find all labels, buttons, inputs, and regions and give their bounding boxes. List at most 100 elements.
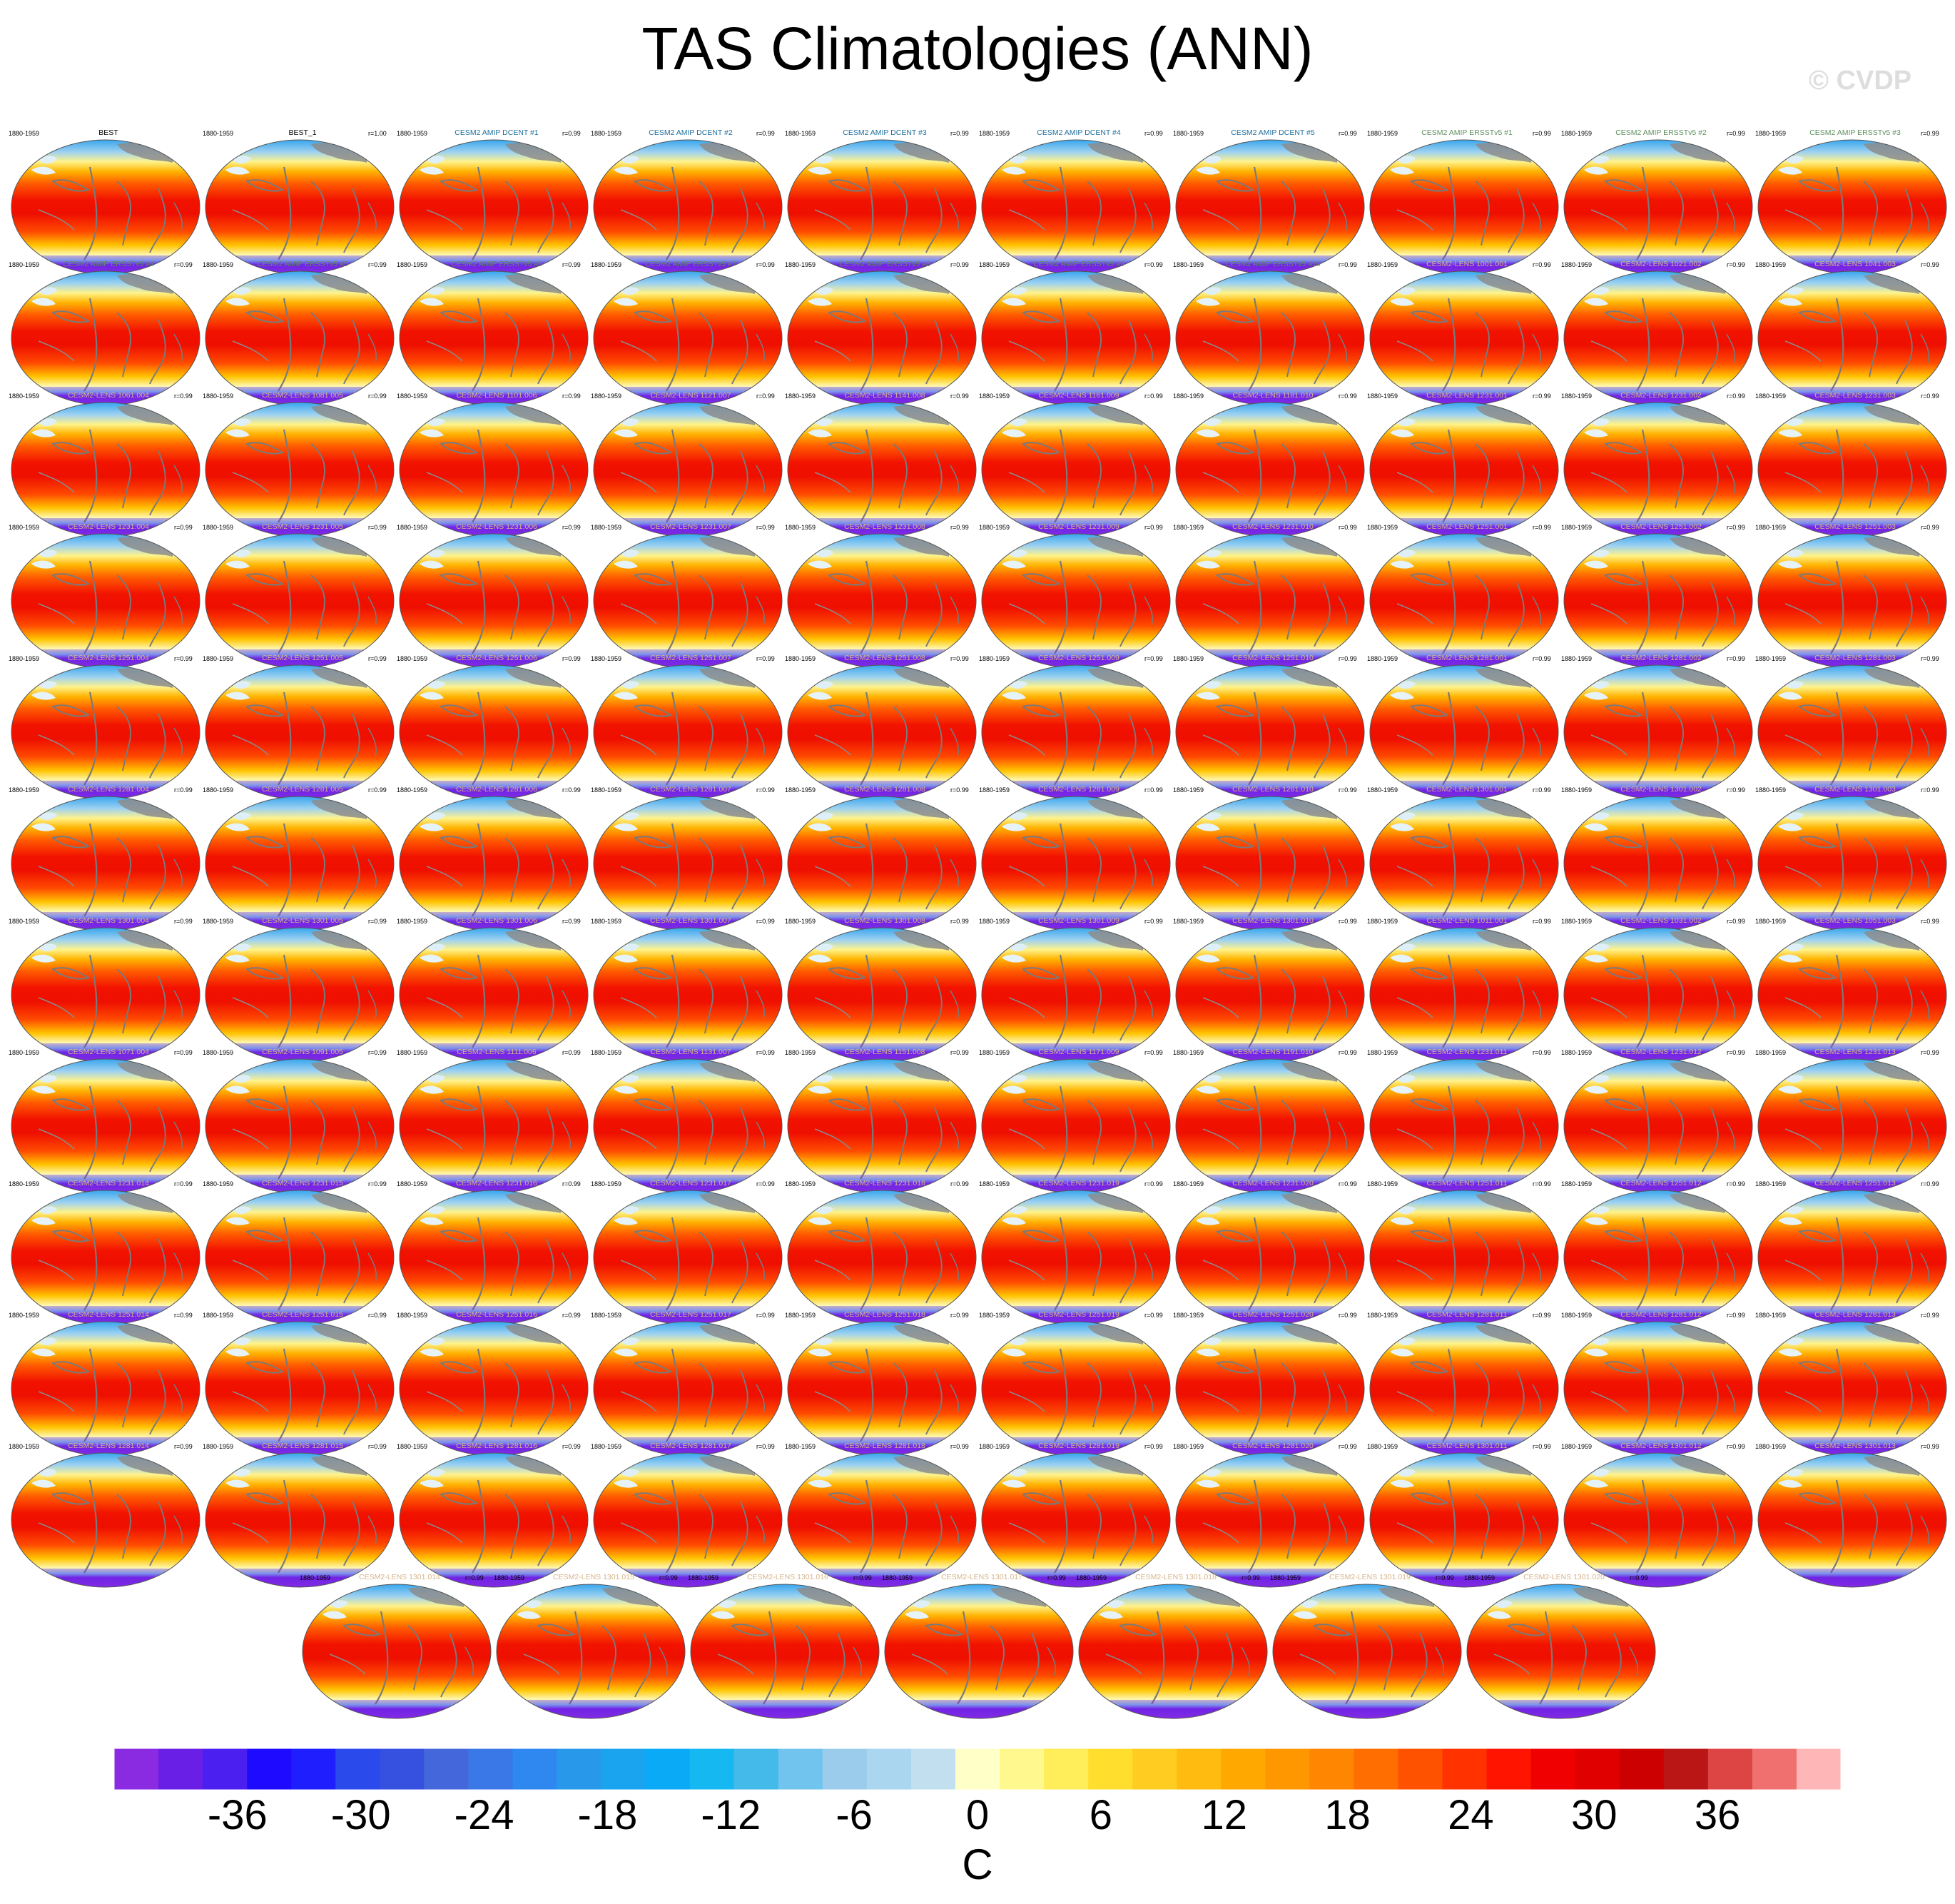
panel-title: CESM2-LENS 1231.018	[844, 1179, 925, 1188]
colorbar-swatch	[1486, 1748, 1532, 1790]
colorbar-tick-label: 18	[1324, 1792, 1371, 1838]
panel-correlation: r=0.99	[368, 1049, 387, 1056]
panel-period: 1880-1959	[397, 524, 428, 531]
map-panel: 1880-1959 CESM2-LENS 1251.006 r=0.99	[397, 654, 591, 805]
panel-title: CESM2-LENS 1231.012	[1620, 1048, 1702, 1056]
map-panel: 1880-1959 CESM2-LENS 1281.007 r=0.99	[591, 785, 785, 936]
panel-title: CESM2-LENS 1281.014	[68, 1442, 149, 1450]
panel-correlation: r=0.99	[1339, 1312, 1357, 1319]
map-panel: 1880-1959 CESM2-LENS 1251.005 r=0.99	[203, 654, 397, 805]
panel-period: 1880-1959	[1561, 261, 1593, 268]
map-panel: 1880-1959 CESM2 AMIP ERSSTv5 #3 r=0.99	[1755, 128, 1949, 280]
globe-map	[1757, 270, 1947, 406]
panel-title: CESM2-LENS 1251.020	[1232, 1310, 1314, 1319]
panel-correlation: r=0.99	[465, 1574, 484, 1581]
panel-period: 1880-1959	[1173, 786, 1204, 794]
globe-map	[1272, 1584, 1462, 1719]
globe-map	[981, 402, 1171, 537]
panel-period: 1880-1959	[9, 1443, 40, 1450]
colorbar-swatch	[1265, 1748, 1310, 1790]
globe-map	[1078, 1584, 1268, 1719]
panel-period: 1880-1959	[1367, 524, 1398, 531]
panel-title: CESM2 AMIP DCENT #3	[843, 128, 927, 137]
panel-correlation: r=0.99	[1533, 130, 1551, 137]
globe-map	[1563, 533, 1753, 669]
map-panel: 1880-1959 CESM2 AMIP ERSSTv5 #4 r=0.99	[9, 260, 203, 411]
panel-correlation: r=0.99	[1339, 130, 1357, 137]
panel-period: 1880-1959	[1561, 1049, 1593, 1056]
map-panel: 1880-1959 CESM2 AMIP ERSSTv5 #8 r=0.99	[785, 260, 979, 411]
map-panel: 1880-1959 CESM2-LENS 1281.016 r=0.99	[397, 1442, 591, 1593]
panel-correlation: r=0.99	[950, 130, 969, 137]
panel-correlation: r=0.99	[174, 393, 193, 400]
globe-map	[399, 1321, 589, 1457]
panel-correlation: r=0.99	[756, 524, 775, 531]
map-panel: 1880-1959 CESM2-LENS 1281.008 r=0.99	[785, 785, 979, 936]
globe-map	[981, 1452, 1171, 1588]
globe-map	[981, 1321, 1171, 1457]
colorbar-swatch	[203, 1748, 248, 1790]
panel-title: CESM2-LENS 1301.007	[650, 916, 731, 925]
panel-title: CESM2-LENS 1251.007	[650, 654, 731, 662]
colorbar-swatch	[247, 1748, 292, 1790]
globe-map	[787, 402, 977, 537]
panel-correlation: r=0.99	[1533, 655, 1551, 662]
map-panel: 1880-1959 CESM2-LENS 1281.010 r=0.99	[1173, 785, 1367, 936]
globe-map	[1563, 1190, 1753, 1325]
panel-title: CESM2-LENS 1301.006	[456, 916, 537, 925]
panel-title: CESM2-LENS 1301.012	[1620, 1442, 1702, 1450]
map-panel: 1880-1959 CESM2 AMIP ERSSTv5 #6 r=0.99	[397, 260, 591, 411]
colorbar-swatch	[866, 1748, 912, 1790]
panel-title: CESM2-LENS 1251.008	[844, 654, 925, 662]
panel-correlation: r=0.99	[174, 261, 193, 268]
panel-correlation: r=0.99	[756, 1180, 775, 1188]
colorbar-tick-label: 30	[1571, 1792, 1618, 1838]
globe-map	[1757, 796, 1947, 931]
map-panel: 1880-1959 CESM2-LENS 1281.002 r=0.99	[1561, 654, 1755, 805]
map-panel: 1880-1959 CESM2-LENS 1191.010 r=0.99	[1173, 1048, 1367, 1199]
panel-period: 1880-1959	[203, 261, 234, 268]
map-panel: 1880-1959 CESM2-LENS 1281.019 r=0.99	[979, 1442, 1173, 1593]
panel-period: 1880-1959	[9, 130, 40, 137]
panel-correlation: r=0.99	[1727, 1312, 1745, 1319]
map-panel: 1880-1959 CESM2-LENS 1301.006 r=0.99	[397, 916, 591, 1068]
panel-period: 1880-1959	[494, 1574, 525, 1581]
map-panel: 1880-1959 CESM2-LENS 1171.009 r=0.99	[979, 1048, 1173, 1199]
panel-title: CESM2 AMIP ERSSTv5 #7	[645, 260, 736, 268]
panel-correlation: r=0.99	[1047, 1574, 1066, 1581]
globe-map	[593, 1452, 783, 1588]
panel-title: CESM2-LENS 1251.003	[1814, 522, 1896, 531]
map-panel: 1880-1959 CESM2-LENS 1281.014 r=0.99	[9, 1442, 203, 1593]
panel-title: CESM2-LENS 1251.004	[68, 654, 149, 662]
globe-map	[1563, 796, 1753, 931]
globe-map	[11, 1452, 200, 1588]
map-panel: 1880-1959 CESM2-LENS 1301.004 r=0.99	[9, 916, 203, 1068]
copyright-watermark: © CVDP	[1809, 66, 1912, 96]
panel-period: 1880-1959	[1561, 1443, 1593, 1450]
panel-correlation: r=0.99	[1144, 1443, 1163, 1450]
colorbar-swatch	[424, 1748, 469, 1790]
map-panel: 1880-1959 CESM2 AMIP ERSSTv5 #7 r=0.99	[591, 260, 785, 411]
panel-period: 1880-1959	[203, 1312, 234, 1319]
panel-title: CESM2-LENS 1231.016	[456, 1179, 537, 1188]
panel-correlation: r=0.99	[1921, 261, 1939, 268]
panel-correlation: r=0.99	[756, 655, 775, 662]
map-panel: 1880-1959 CESM2-LENS 1231.012 r=0.99	[1561, 1048, 1755, 1199]
panel-correlation: r=0.99	[562, 524, 581, 531]
panel-title: CESM2-LENS 1141.008	[844, 391, 925, 400]
panel-title: CESM2-LENS 1231.020	[1232, 1179, 1314, 1188]
panel-correlation: r=0.99	[562, 655, 581, 662]
map-panel: 1880-1959 CESM2-LENS 1231.004 r=0.99	[9, 522, 203, 674]
panel-title: CESM2-LENS 1121.007	[650, 391, 731, 400]
map-panel: 1880-1959 CESM2-LENS 1231.001 r=0.99	[1367, 391, 1561, 542]
globe-map	[593, 533, 783, 669]
globe-map	[496, 1584, 686, 1719]
globe-map	[205, 270, 395, 406]
panel-title: CESM2-LENS 1281.013	[1814, 1310, 1896, 1319]
globe-map	[205, 927, 395, 1063]
panel-correlation: r=0.99	[562, 261, 581, 268]
panel-title: CESM2-LENS 1251.014	[68, 1310, 149, 1319]
globe-map	[787, 270, 977, 406]
panel-title: BEST	[98, 128, 118, 137]
globe-map	[399, 533, 589, 669]
